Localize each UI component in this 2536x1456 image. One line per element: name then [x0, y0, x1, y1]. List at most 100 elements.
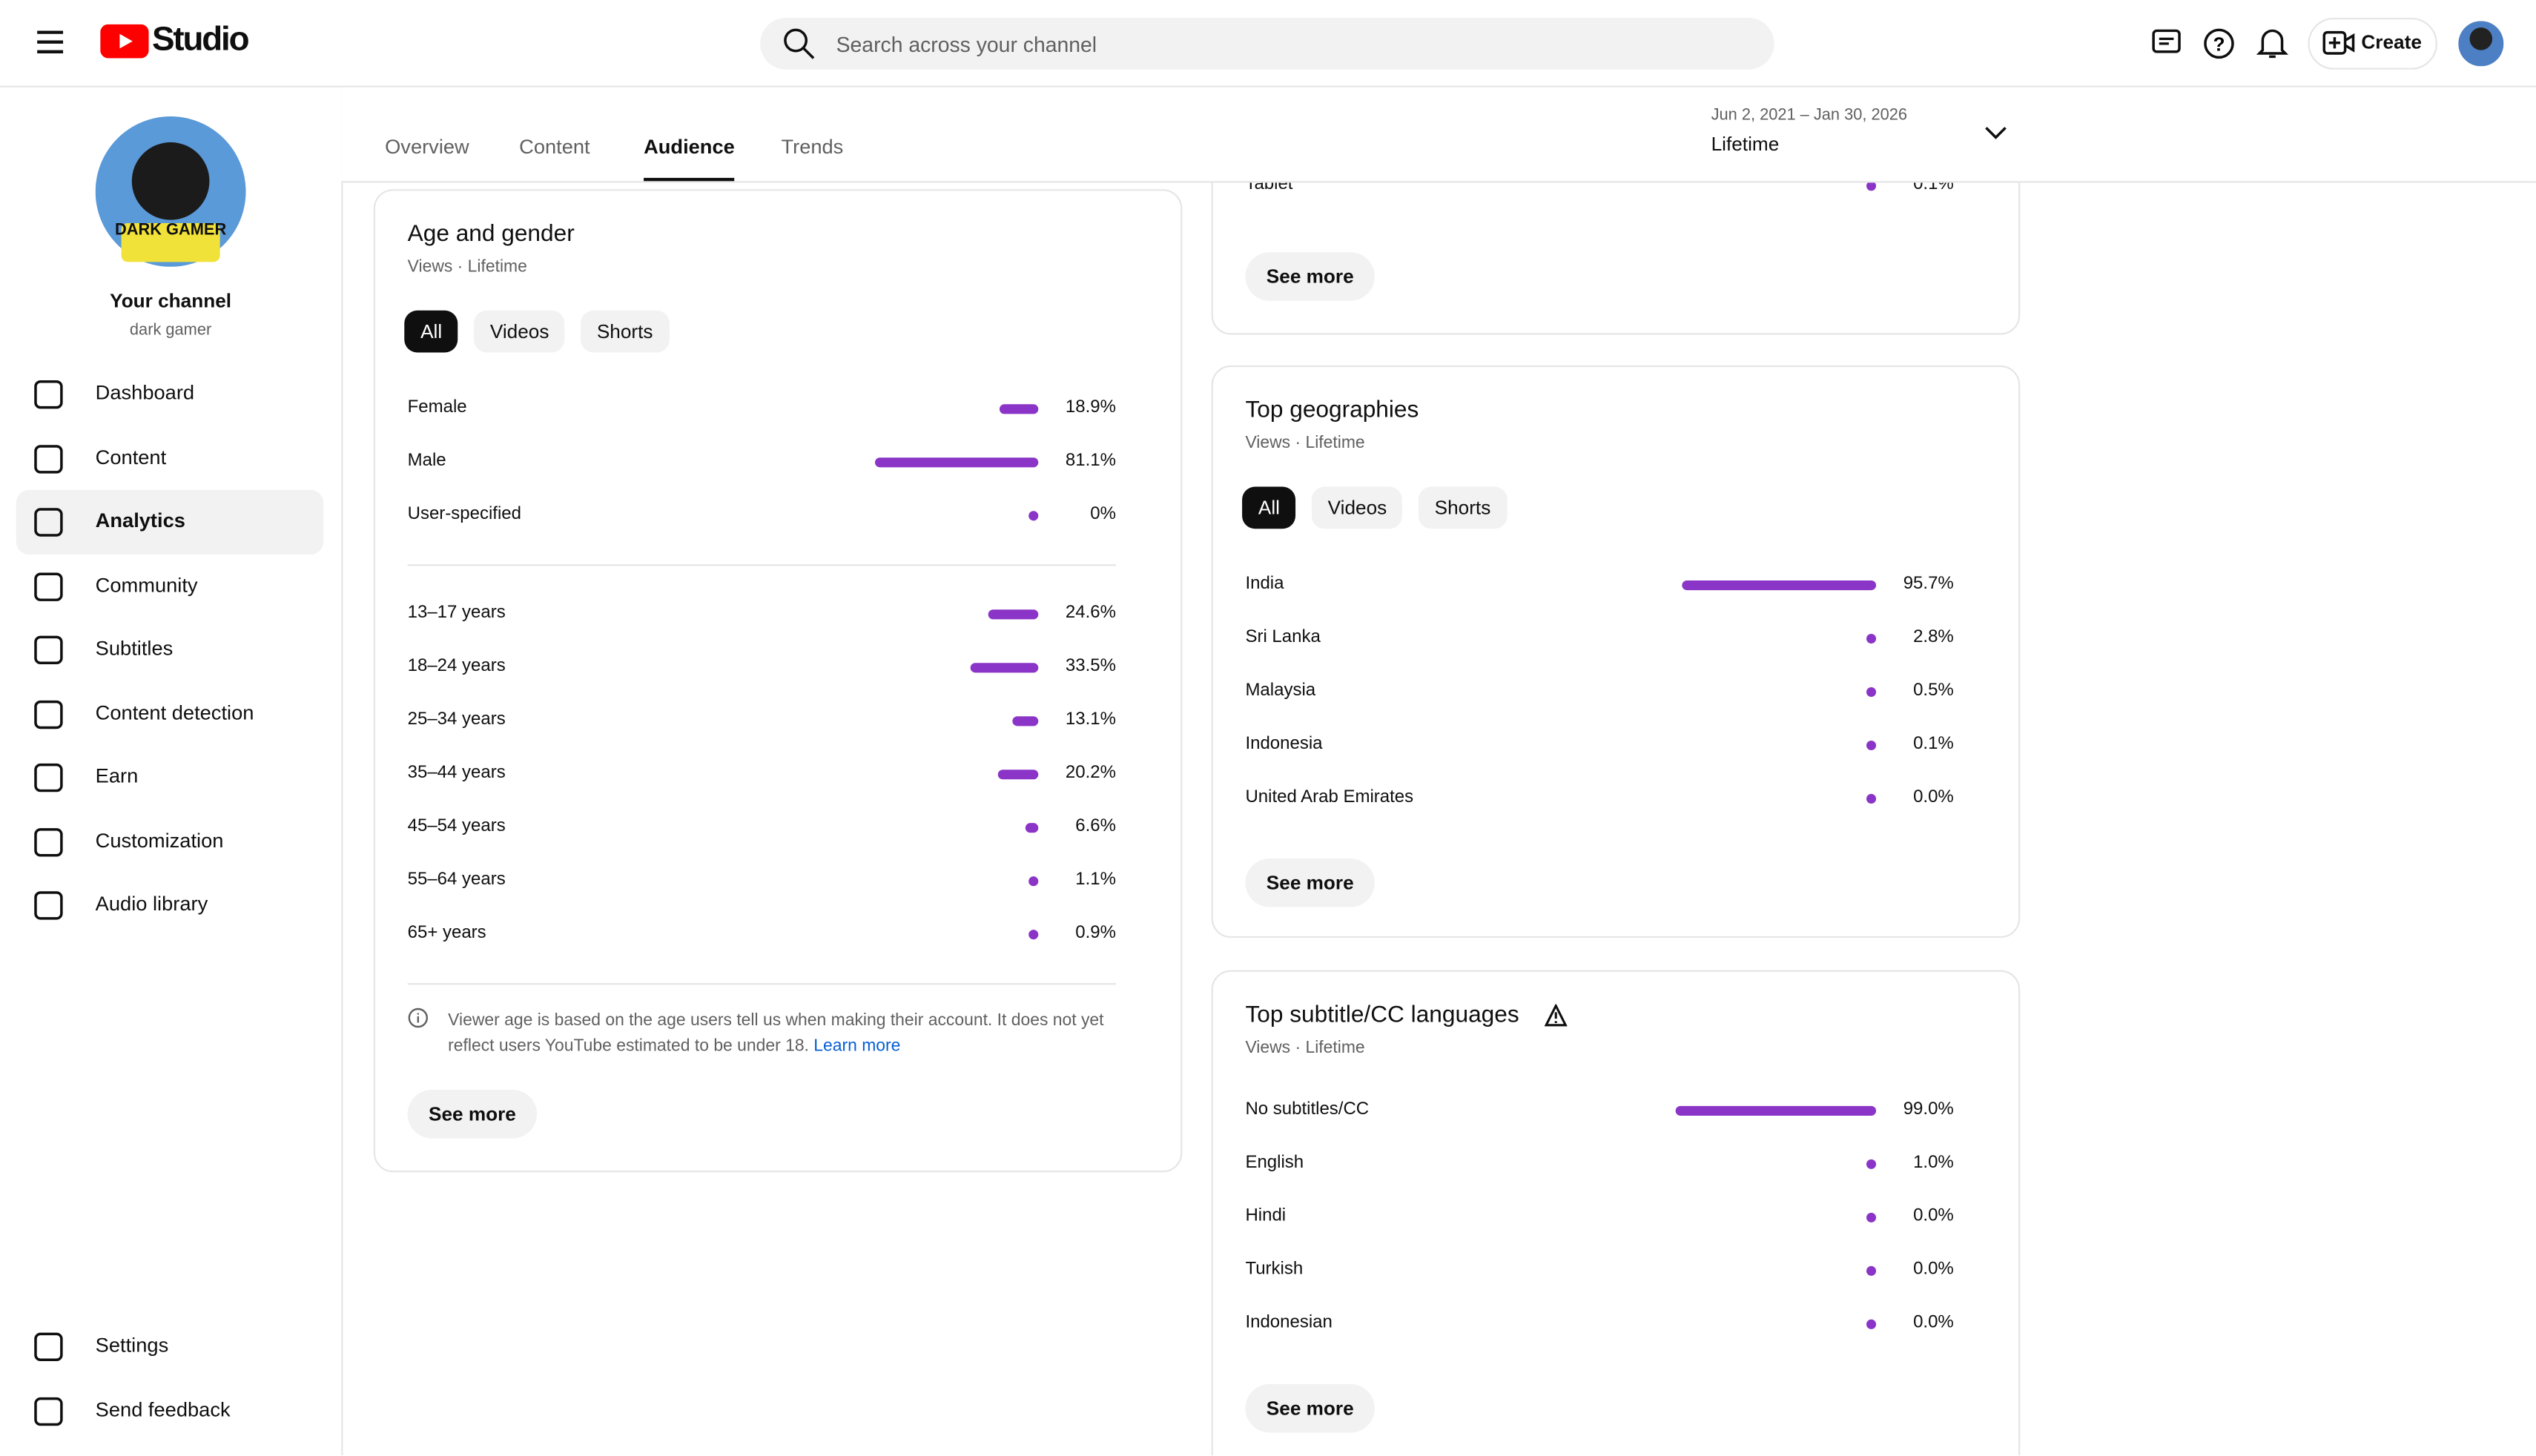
bar — [988, 609, 1039, 620]
bar — [1000, 404, 1039, 414]
bar-dot — [1866, 793, 1877, 804]
help-icon[interactable]: ? — [2203, 27, 2236, 60]
row-label: United Arab Emirates — [1245, 787, 1414, 807]
nav-item[interactable]: Settings — [95, 1334, 169, 1357]
tab[interactable]: Content — [519, 136, 590, 159]
search-placeholder: Search across your channel — [836, 32, 1097, 57]
date-dropdown-icon[interactable] — [1984, 125, 2007, 141]
logo-icon — [100, 24, 149, 59]
note-text: Viewer age is based on the age users tel… — [448, 1010, 1104, 1056]
row-label: Female — [407, 397, 467, 417]
row-label: User-specified — [407, 504, 521, 524]
filter-chip[interactable]: Shorts — [1418, 486, 1508, 529]
row-label: 25–34 years — [407, 709, 506, 729]
tab[interactable]: Trends — [781, 136, 844, 159]
nav-item[interactable]: Audio library — [95, 892, 208, 916]
date-range-label[interactable]: Lifetime — [1711, 132, 1780, 156]
see-more-button[interactable]: See more — [1245, 858, 1376, 907]
nav-icon — [34, 508, 63, 537]
logo-text: Studio — [152, 21, 250, 59]
bar-dot — [1866, 1159, 1877, 1169]
row-value: 0.0% — [1913, 787, 1954, 807]
date-range: Jun 2, 2021 – Jan 30, 2026 — [1711, 106, 1907, 125]
nav-item[interactable]: Subtitles — [95, 637, 174, 660]
card: Top geographies Views · Lifetime All Videos… — [1211, 365, 2021, 939]
row-value: 18.9% — [1065, 397, 1116, 417]
search-box[interactable] — [760, 17, 1774, 70]
bar — [997, 770, 1039, 780]
account-avatar[interactable] — [2458, 21, 2504, 67]
row-value: 0.0% — [1913, 1260, 1954, 1280]
bar — [1683, 580, 1877, 591]
row-value: 0.5% — [1913, 681, 1954, 701]
row-value: 13.1% — [1065, 709, 1116, 729]
card-subtitle: Views · Lifetime — [407, 257, 527, 277]
nav-icon — [34, 891, 63, 920]
nav-item[interactable]: Analytics — [95, 509, 185, 532]
nav-item[interactable]: Dashboard — [95, 381, 195, 405]
tab[interactable]: Overview — [385, 136, 469, 159]
row-value: 99.0% — [1903, 1099, 1954, 1119]
nav-item[interactable]: Content — [95, 445, 167, 469]
channel-avatar[interactable] — [95, 116, 246, 267]
bar-dot — [1866, 1212, 1877, 1222]
tab[interactable]: Audience — [644, 136, 735, 159]
create-icon — [2322, 30, 2355, 55]
see-more-button[interactable]: See more — [1245, 252, 1376, 301]
see-more-button[interactable]: See more — [407, 1090, 538, 1139]
bar — [874, 457, 1039, 468]
messages-icon[interactable] — [2151, 27, 2184, 60]
row-value: 1.0% — [1913, 1153, 1954, 1173]
learn-more-link[interactable]: Learn more — [813, 1036, 901, 1056]
filter-chip[interactable]: Videos — [474, 310, 566, 353]
create-label: Create — [2361, 30, 2422, 53]
bar-dot — [1866, 633, 1877, 644]
search-icon — [784, 28, 815, 59]
warning-icon[interactable] — [1544, 1004, 1568, 1027]
bar-dot — [1028, 511, 1039, 521]
bar-dot — [1028, 876, 1039, 887]
notifications-icon[interactable] — [2256, 26, 2289, 62]
row-label: Sri Lanka — [1245, 627, 1321, 647]
row-label: 45–54 years — [407, 816, 506, 836]
nav-icon — [34, 699, 63, 729]
bar — [1011, 716, 1039, 727]
nav-icon — [34, 827, 63, 856]
nav-icon — [34, 444, 63, 473]
card-title: Top subtitle/CC languages — [1245, 1002, 1519, 1029]
nav-icon — [34, 763, 63, 792]
bar-dot — [1866, 1319, 1877, 1329]
row-label: 55–64 years — [407, 870, 506, 890]
bar — [1676, 1105, 1877, 1116]
see-more-button[interactable]: See more — [1245, 1384, 1376, 1433]
row-value: 33.5% — [1065, 656, 1116, 676]
nav-icon — [34, 1332, 63, 1362]
channel-title: Your channel — [110, 289, 232, 312]
bar — [970, 663, 1039, 673]
row-label: Malaysia — [1245, 681, 1316, 701]
filter-chip[interactable]: Shorts — [581, 310, 670, 353]
row-label: 35–44 years — [407, 763, 506, 783]
card: Age and gender Views · Lifetime All Videos S… — [373, 189, 1183, 1173]
filter-chip[interactable]: Videos — [1311, 486, 1404, 529]
nav-item[interactable]: Content detection — [95, 701, 254, 724]
row-label: India — [1245, 574, 1284, 594]
row-label: Indonesia — [1245, 734, 1323, 754]
row-label: No subtitles/CC — [1245, 1099, 1370, 1119]
row-value: 0.0% — [1913, 1206, 1954, 1226]
nav-active-bg — [16, 489, 324, 555]
nav-item[interactable]: Earn — [95, 764, 139, 788]
menu-button[interactable] — [36, 29, 65, 55]
nav-item[interactable]: Community — [95, 573, 198, 596]
row-label: Hindi — [1245, 1206, 1287, 1226]
card-title: Top geographies — [1245, 397, 1419, 424]
nav-item[interactable]: Send feedback — [95, 1398, 231, 1422]
filter-chip[interactable]: All — [404, 310, 459, 353]
row-value: 20.2% — [1065, 763, 1116, 783]
create-button[interactable] — [2308, 17, 2437, 70]
filter-chip[interactable]: All — [1242, 486, 1296, 529]
row-label: Indonesian — [1245, 1313, 1333, 1333]
channel-name: dark gamer — [129, 322, 212, 340]
nav-item[interactable]: Customization — [95, 828, 224, 852]
card-subtitle: Views · Lifetime — [1245, 1038, 1365, 1058]
